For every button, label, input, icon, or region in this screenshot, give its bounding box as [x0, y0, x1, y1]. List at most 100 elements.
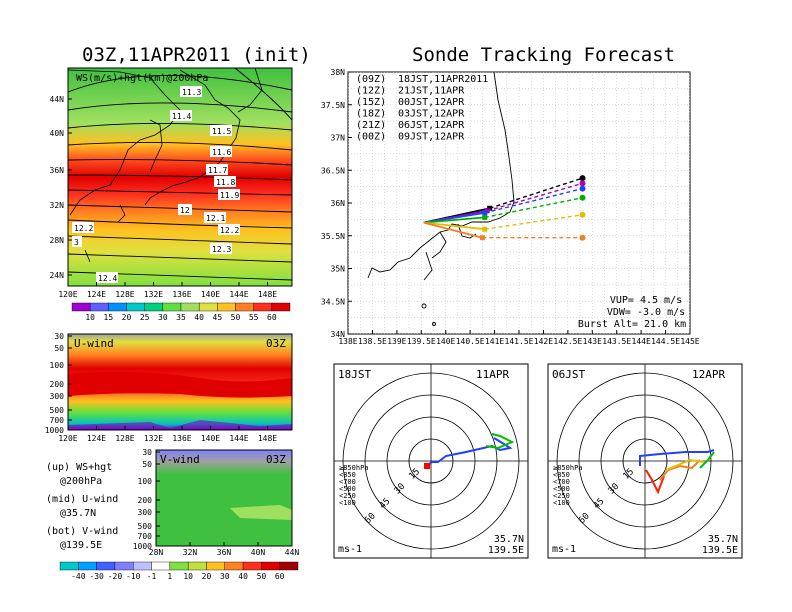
- hodo-right-legend: ≥850hPa<850<700<500<250<100: [553, 464, 583, 507]
- hodo-legend-item: <100: [553, 499, 570, 507]
- note-mid: (mid) U-wind: [46, 494, 118, 505]
- pressure-tick-label: 1000: [133, 542, 152, 551]
- contour-label: 11.8: [214, 176, 236, 187]
- track-map: (09Z) 18JST,11APR2011 (12Z) 21JST,11APR (15Z…: [321, 68, 700, 346]
- landing-marker: [579, 211, 586, 218]
- hodo-right-date: 12APR: [692, 368, 725, 381]
- track-lines: [423, 175, 586, 241]
- colorbar-swatch: [114, 561, 134, 571]
- uwind-core: [68, 371, 292, 398]
- colorbar-swatch: [279, 561, 299, 571]
- pressure-tick-label: 200: [138, 496, 153, 505]
- colorbar-swatch: [96, 561, 116, 571]
- colorbar-swatch: [206, 561, 225, 571]
- lat-tick-label: 44N: [50, 95, 65, 104]
- launch-label: 09JST,12APR: [398, 132, 465, 143]
- colorbar-tick-label: 10: [85, 313, 95, 322]
- track-line-descent: [484, 187, 583, 214]
- contour-label: 12.2: [72, 222, 94, 233]
- lat-tick-label: 28N: [149, 548, 164, 557]
- landing-marker: [579, 234, 586, 241]
- lon-tick-label: 148E: [258, 434, 277, 443]
- colorbar-swatch: [71, 302, 91, 312]
- track-lat-ticks: 38N 37.5N 37N 36.5N 36N 35.5N 35N 34.5N 34N: [321, 68, 352, 339]
- map-lon-ticks: 120E 124E 128E 132E 136E 140E 144E 148E: [58, 282, 277, 299]
- landing-marker: [579, 175, 586, 182]
- svg-text:12.2: 12.2: [74, 224, 93, 233]
- hodo-legend-item: <700: [339, 478, 356, 486]
- uwind-label: U-wind: [74, 337, 114, 350]
- colorbar-swatch: [217, 302, 236, 312]
- lat-tick-label: 36.5N: [321, 166, 345, 175]
- svg-text:3: 3: [74, 238, 79, 247]
- lon-tick-label: 138.5E: [358, 337, 387, 346]
- colorbar-swatch: [224, 561, 244, 571]
- svg-text:12.1: 12.1: [206, 214, 225, 223]
- vwind-field: [156, 450, 292, 546]
- track-line-descent: [489, 177, 583, 209]
- map-contour-labels: 11.3 11.4 11.5 11.6 11.7 11.8 11.9 12 12…: [72, 86, 240, 283]
- contour-label: 12: [178, 204, 192, 215]
- landing-marker: [579, 194, 586, 201]
- lat-tick-label: 36N: [50, 166, 65, 175]
- vdw-text: VDW= -3.0 m/s: [607, 307, 685, 318]
- colorbar-swatch: [242, 561, 262, 571]
- hodo-left-units: ms-1: [338, 544, 362, 555]
- track-line-ascent: [423, 216, 485, 224]
- landing-marker: [579, 185, 586, 192]
- colorbar-tick-label: 30: [158, 313, 168, 322]
- note-up: (up) WS+hgt: [46, 462, 112, 473]
- pressure-tick-label: 500: [138, 522, 153, 531]
- lat-tick-label: 28N: [50, 236, 65, 245]
- pressure-tick-label: 50: [142, 460, 152, 469]
- vwind-time: 03Z: [266, 453, 286, 466]
- hodo-right-trace-orange: [659, 459, 701, 481]
- lon-tick-label: 148E: [258, 290, 277, 299]
- lon-tick-label: 144E: [229, 290, 248, 299]
- hodo-legend-item: <250: [339, 492, 356, 500]
- pressure-tick-label: 30: [54, 332, 64, 341]
- hodo-legend-item: ≥850hPa: [339, 464, 369, 472]
- lon-tick-label: 139.5E: [407, 337, 436, 346]
- track-lon-ticks: 138E 138.5E 139E 139.5E 140E 140.5E 141E 141.5E…: [338, 330, 700, 346]
- lon-tick-label: 141.5E: [505, 337, 534, 346]
- colorbar-tick-label: 40: [238, 572, 248, 581]
- map-ws-background: [68, 68, 292, 286]
- colorbar-swatch: [144, 302, 164, 312]
- burst-marker: [487, 205, 493, 211]
- lon-tick-label: 140.5E: [456, 337, 485, 346]
- colorbar-tick-label: 60: [275, 572, 285, 581]
- lon-tick-label: 142.5E: [553, 337, 582, 346]
- hodo-left-legend: ≥850hPa<850<700<500<250<100: [339, 464, 369, 507]
- pressure-tick-label: 300: [138, 508, 153, 517]
- hodo-legend-item: ≥850hPa: [553, 464, 583, 472]
- uwind-lon-ticks: 120E 124E 128E 132E 136E 140E 144E 148E: [58, 426, 277, 443]
- colorbar-swatch: [126, 302, 145, 312]
- lat-tick-label: 40N: [251, 548, 266, 557]
- hodo-right-units: ms-1: [552, 544, 576, 555]
- lat-tick-label: 40N: [50, 129, 65, 138]
- uwind-frame: [67, 333, 293, 431]
- launch-label: 06JST,12APR: [398, 120, 465, 131]
- launch-code: (09Z): [356, 74, 386, 85]
- lon-tick-label: 144E: [229, 434, 248, 443]
- pressure-tick-label: 100: [138, 477, 153, 486]
- svg-text:11.9: 11.9: [220, 191, 239, 200]
- launch-code: (18Z): [356, 109, 386, 120]
- colorbar-tick-label: -10: [126, 572, 141, 581]
- contour-label: 12.4: [96, 272, 118, 283]
- lon-tick-label: 120E: [58, 290, 77, 299]
- pressure-tick-label: 100: [50, 361, 65, 370]
- colorbar-tick-label: 50: [231, 313, 241, 322]
- lat-tick-label: 36N: [331, 199, 346, 208]
- lat-tick-label: 24N: [50, 271, 65, 280]
- colorbar-tick-label: -20: [108, 572, 123, 581]
- lat-tick-label: 37.5N: [321, 101, 345, 110]
- track-line-ascent: [423, 221, 483, 239]
- hodo-left-lon: 139.5E: [488, 545, 524, 556]
- hodo-legend-item: <700: [553, 478, 570, 486]
- colorbar-swatch: [235, 302, 254, 312]
- launch-code: (15Z): [356, 97, 386, 108]
